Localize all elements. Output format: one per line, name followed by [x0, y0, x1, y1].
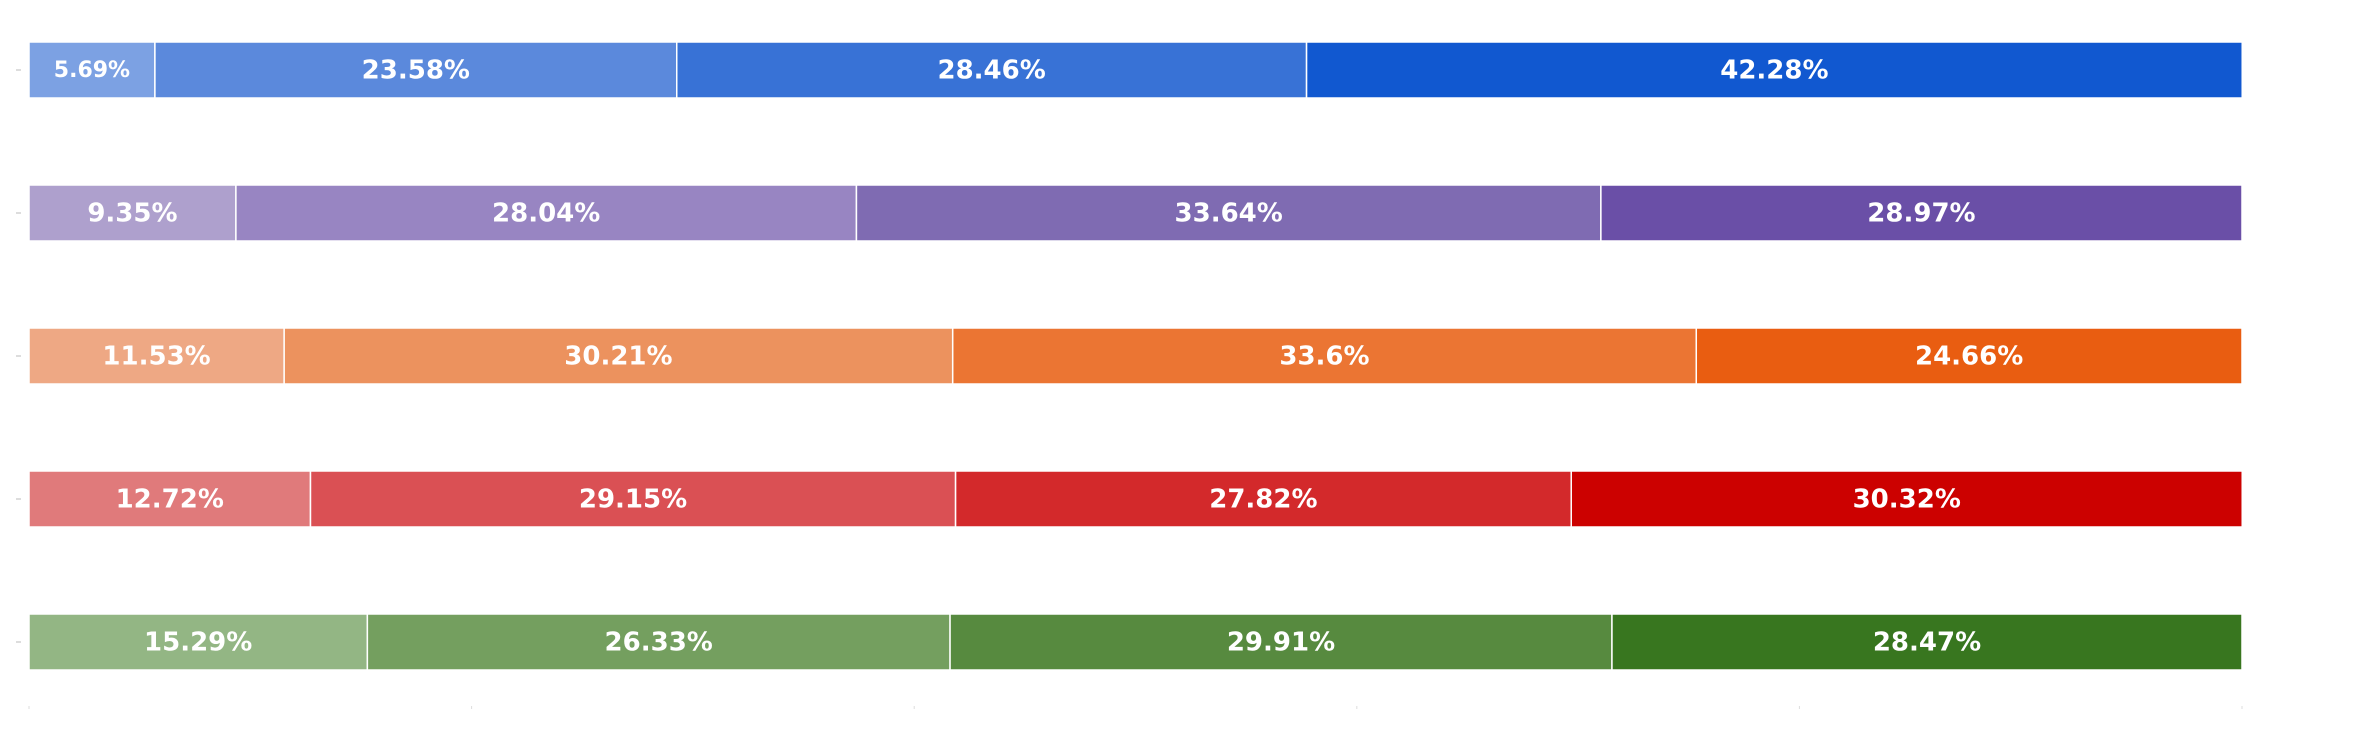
data-label: 24.66%: [1915, 342, 2023, 372]
bar-segment: [949, 613, 1613, 671]
data-label: 9.35%: [87, 199, 177, 229]
data-label: 28.47%: [1873, 628, 1981, 658]
data-label: 28.97%: [1867, 199, 1975, 229]
data-label: 33.6%: [1279, 342, 1369, 372]
plot-area: 5.69% 23.58% 28.46% 42.28% 9.35% 28.04% 33.64%…: [16, 41, 2243, 709]
bar-row-1: 5.69% 23.58% 28.46% 42.28%: [16, 41, 2243, 99]
data-label: 11.53%: [102, 342, 210, 372]
bar-segment: [283, 327, 954, 385]
bar-row-3: 11.53% 30.21% 33.6% 24.66%: [16, 327, 2243, 385]
data-label: 33.64%: [1175, 199, 1283, 229]
data-label: 42.28%: [1720, 56, 1828, 86]
bar-row-2: 9.35% 28.04% 33.64% 28.97%: [16, 184, 2243, 242]
bar-segment: [235, 184, 858, 242]
bar-segment: [675, 41, 1308, 99]
bar-segment: [855, 184, 1602, 242]
bar-segment: [28, 613, 369, 671]
bar-segment: [28, 470, 312, 528]
bar-segment: [1695, 327, 2243, 385]
data-label: 30.32%: [1853, 485, 1961, 515]
bar-row-4: 12.72% 29.15% 27.82% 30.32%: [16, 470, 2243, 528]
data-label: 5.69%: [54, 58, 130, 83]
data-label: 29.15%: [579, 485, 687, 515]
bar-segment: [951, 327, 1698, 385]
bar-row-5: 15.29% 26.33% 29.91% 28.47%: [16, 613, 2243, 671]
data-label: 29.91%: [1227, 628, 1335, 658]
bar-segment: [366, 613, 951, 671]
data-label: 26.33%: [605, 628, 713, 658]
bar-segment: [1600, 184, 2243, 242]
data-label: 27.82%: [1209, 485, 1317, 515]
data-label: 15.29%: [144, 628, 252, 658]
data-label: 12.72%: [116, 485, 224, 515]
data-label: 30.21%: [564, 342, 672, 372]
data-label: 28.46%: [938, 56, 1046, 86]
bar-segment: [1611, 613, 2243, 671]
bar-segment: [154, 41, 678, 99]
bar-segment: [1305, 41, 2243, 99]
bar-segment: [1570, 470, 2243, 528]
data-label: 23.58%: [362, 56, 470, 86]
data-label: 28.04%: [492, 199, 600, 229]
bar-segment: [309, 470, 957, 528]
bar-segment: [28, 327, 285, 385]
